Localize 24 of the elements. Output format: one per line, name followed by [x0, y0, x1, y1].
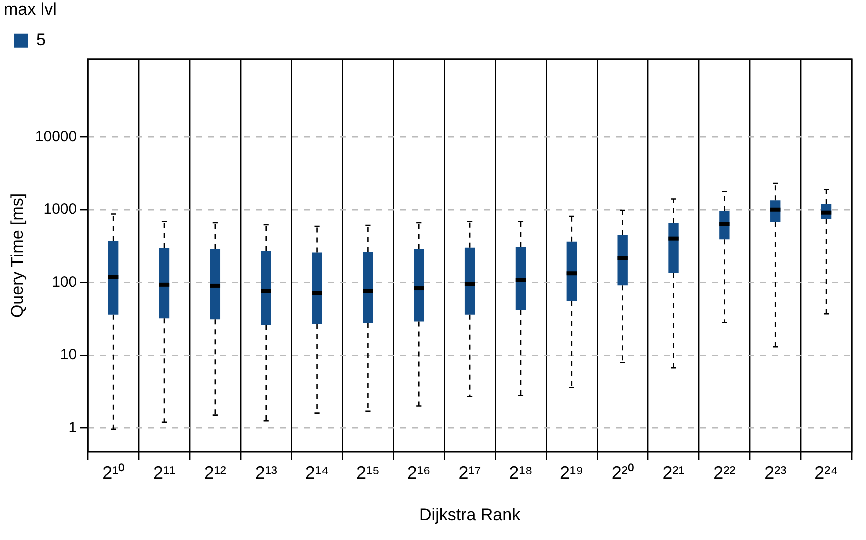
y-axis-title: Query Time [ms] — [8, 193, 27, 318]
x-tick-label: 2²² — [714, 462, 736, 483]
legend-label: 5 — [36, 30, 46, 50]
x-tick-label: 2²⁰ — [612, 462, 634, 483]
x-tick-label: 2¹³ — [255, 462, 278, 483]
legend-title: max lvl — [4, 0, 57, 20]
x-tick-label: 2¹⁸ — [509, 462, 533, 483]
y-tick-label: 100 — [52, 274, 78, 291]
y-tick-label: 1000 — [44, 201, 78, 218]
x-tick-label: 2¹⁵ — [356, 462, 380, 483]
x-tick-label: 2²¹ — [662, 462, 685, 483]
x-tick-label: 2¹⁶ — [407, 462, 431, 483]
x-tick-label: 2²³ — [764, 462, 787, 483]
x-tick-label: 2¹⁷ — [458, 462, 482, 483]
x-tick-label: 2¹¹ — [154, 462, 176, 483]
x-tick-label: 2²⁴ — [814, 462, 838, 483]
y-tick-label: 1 — [68, 419, 78, 436]
x-tick-label: 2¹² — [204, 462, 226, 483]
y-tick-label: 10000 — [35, 128, 78, 146]
y-tick-label: 10 — [60, 346, 78, 364]
x-axis-title: Dijkstra Rank — [420, 505, 522, 524]
x-tick-label: 2¹⁴ — [305, 462, 330, 483]
x-tick-label: 2¹⁰ — [102, 462, 125, 483]
x-tick-label: 2¹⁹ — [560, 462, 584, 483]
